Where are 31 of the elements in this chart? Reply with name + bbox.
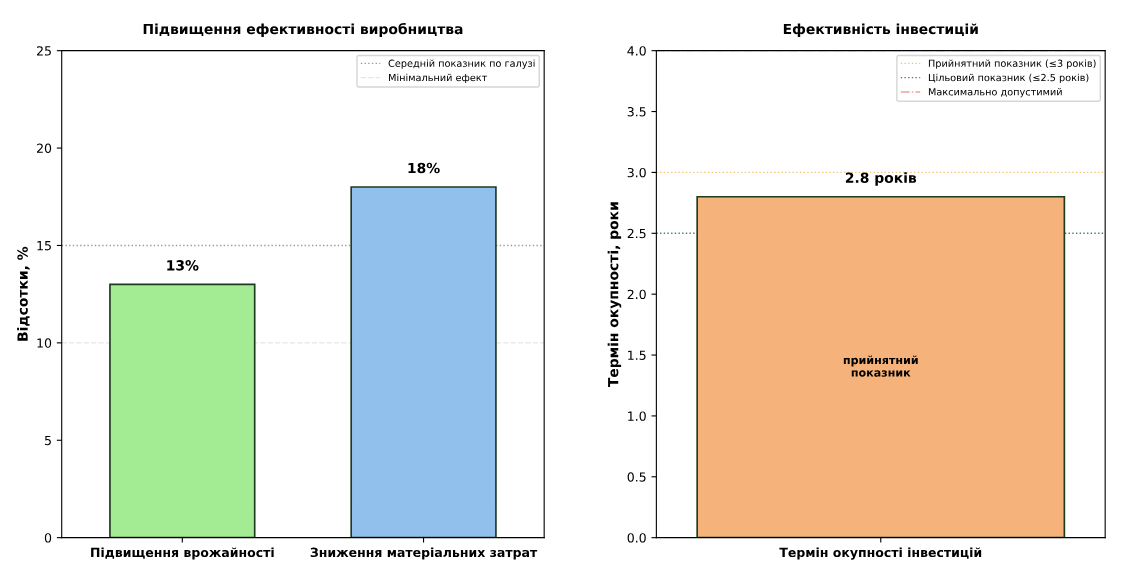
y-tick-label: 3.5	[627, 107, 646, 117]
data-label: 13%	[167, 260, 199, 271]
y-tick-label: 0	[44, 533, 52, 543]
chart-title: Ефективність інвестицій	[783, 23, 978, 37]
data-label: 2.8 років	[845, 172, 917, 186]
legend-label: Прийнятний показник (≤3 років)	[928, 59, 1096, 69]
y-tick-label: 20	[37, 143, 52, 153]
y-tick-label: 4.0	[627, 46, 646, 56]
y-tick-label: 3.0	[627, 167, 646, 178]
y-tick-label: 1.5	[628, 350, 646, 360]
legend-label: Цільовий показник (≤2.5 років)	[928, 73, 1089, 84]
y-tick-label: 0.5	[627, 472, 646, 482]
y-axis-title: Термін окупності, роки	[607, 202, 622, 388]
y-tick-label: 15	[37, 241, 51, 251]
x-tick-label: Підвищення врожайності	[91, 547, 274, 560]
y-tick-label: 1.0	[628, 411, 646, 421]
x-tick-label: Термін окупності інвестицій	[779, 547, 982, 560]
annotation: прийнятний показник	[843, 355, 918, 377]
y-tick-label: 2.5	[627, 228, 646, 239]
legend-label: Мінімальний ефект	[389, 73, 488, 84]
y-tick-label: 10	[37, 338, 52, 348]
y-tick-label: 2.0	[627, 289, 646, 300]
data-label: 18%	[408, 162, 440, 174]
x-tick-label: Зниження матеріальних затрат	[310, 547, 538, 560]
y-tick-label: 25	[37, 46, 51, 56]
chart-title: Підвищення ефективності виробництва	[143, 23, 463, 37]
y-axis-title: Відсотки, %	[17, 246, 30, 341]
legend-label: Середній показник по галузі	[388, 59, 535, 69]
y-tick-label: 0.0	[627, 533, 646, 543]
legend-label: Максимально допустимий	[928, 88, 1062, 98]
y-tick-label: 5	[45, 435, 51, 446]
